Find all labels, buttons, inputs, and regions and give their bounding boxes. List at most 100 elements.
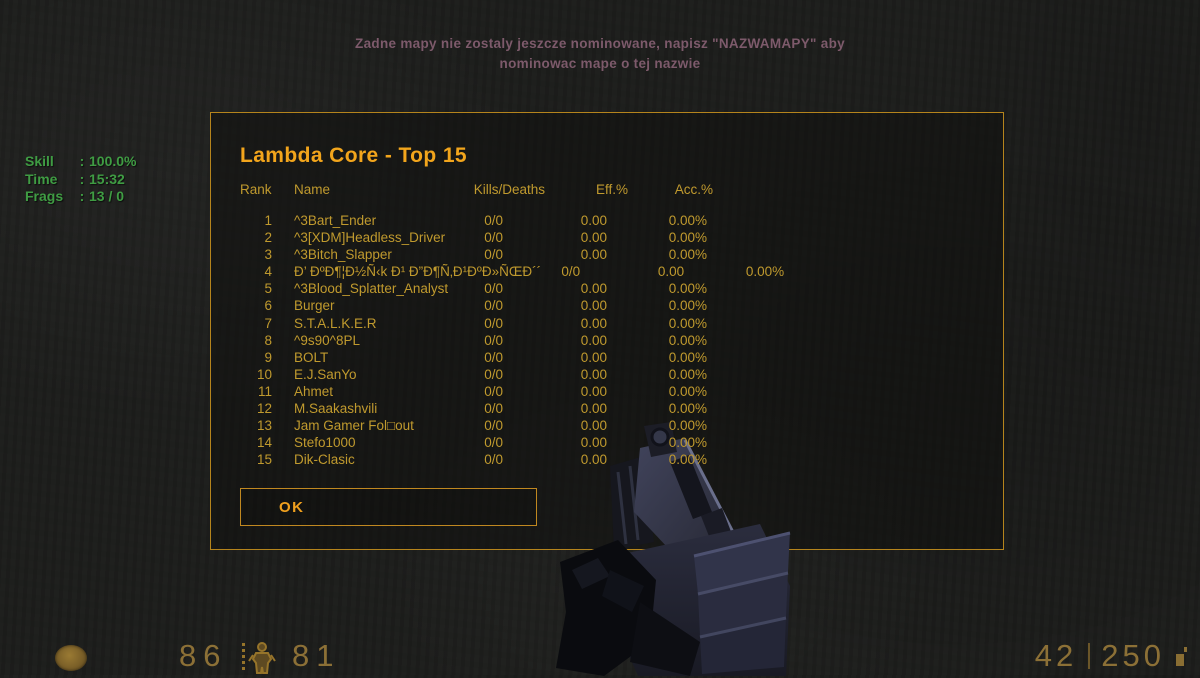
- cell-name: Dik-Clasic: [294, 452, 355, 468]
- cell-acc: 0.00%: [668, 213, 707, 228]
- cell-eff: 0.00: [580, 281, 607, 297]
- cell-rank: 4: [264, 264, 272, 280]
- cell-name: ^3Bitch_Slapper: [294, 247, 392, 263]
- cell-eff: 0.00: [580, 401, 607, 417]
- stats-readout: Skill : 100.0% Time : 15:32 Frags : 13 /…: [25, 153, 136, 206]
- glove-thumb: [630, 602, 700, 676]
- cell-eff: 0.00: [580, 349, 607, 365]
- cell-acc: 0.00%: [668, 349, 707, 365]
- cell-kd: 0/0: [484, 383, 503, 399]
- cell-kd: 0/0: [484, 213, 503, 228]
- cell-acc: 0.00%: [668, 418, 707, 434]
- cell-rank: 10: [256, 366, 272, 382]
- cell-acc: 0.00%: [668, 332, 707, 348]
- armor-suit-icon: [242, 642, 276, 674]
- cell-eff: 0.00: [657, 264, 685, 280]
- time-row: Time : 15:32: [25, 171, 136, 189]
- cell-name: M.Saakashvili: [294, 401, 378, 417]
- cell-eff: 0.00: [580, 418, 607, 434]
- server-message-line2: nominowac mape o tej nazwie: [499, 56, 701, 71]
- skill-value: 100.0%: [89, 153, 137, 169]
- column-acc: Acc.%: [674, 182, 713, 197]
- health-icon: [55, 645, 87, 671]
- table-row: 9 BOLT 0/0 0.00 0.00%: [210, 349, 1004, 366]
- cell-rank: 3: [264, 247, 272, 263]
- armor-value: 81: [292, 638, 341, 673]
- frags-row: Frags : 13 / 0: [25, 188, 136, 206]
- cell-acc: 0.00%: [668, 315, 707, 331]
- skill-row: Skill : 100.0%: [25, 153, 136, 171]
- cell-acc: 0.00%: [668, 452, 707, 468]
- cell-kd: 0/0: [484, 418, 503, 434]
- server-message-line1: Zadne mapy nie zostaly jeszcze nominowan…: [355, 36, 845, 51]
- dialog-title: Lambda Core - Top 15: [240, 144, 467, 167]
- cell-rank: 1: [264, 213, 272, 228]
- cell-name: Ð’ ÐºÐ¶¦Ð½Ñ‹k Ð¹ Ð”Ð¶Ñ‚Ð¹ÐºÐ»ÑŒÐ´´: [294, 264, 542, 280]
- cell-name: E.J.SanYo: [294, 366, 357, 382]
- cell-kd: 0/0: [484, 315, 503, 331]
- cell-kd: 0/0: [484, 332, 503, 348]
- cell-rank: 8: [264, 332, 272, 348]
- scoreboard-dialog-backdrop: [210, 112, 1004, 550]
- cell-name: ^3Bart_Ender: [294, 213, 377, 228]
- cell-name: Jam Gamer Fol□out: [294, 418, 414, 434]
- cell-name: Ahmet: [294, 383, 334, 399]
- cell-name: BOLT: [294, 349, 329, 365]
- cell-kd: 0/0: [484, 281, 503, 297]
- cell-acc: 0.00%: [668, 366, 707, 382]
- cell-acc: 0.00%: [668, 401, 707, 417]
- cell-acc: 0.00%: [668, 435, 707, 451]
- table-row: 12 M.Saakashvili 0/0 0.00 0.00%: [210, 400, 1004, 417]
- cell-rank: 12: [256, 401, 272, 417]
- cell-name: S.T.A.L.K.E.R: [294, 315, 377, 331]
- cell-eff: 0.00: [580, 298, 607, 314]
- ok-button[interactable]: OK: [240, 488, 537, 526]
- cell-kd: 0/0: [484, 401, 503, 417]
- time-value: 15:32: [89, 170, 125, 187]
- cell-acc: 0.00%: [668, 298, 707, 314]
- cell-kd: 0/0: [484, 230, 503, 246]
- cell-name: Burger: [294, 298, 335, 314]
- time-label: Time: [25, 170, 58, 187]
- frags-label: Frags: [25, 188, 64, 204]
- table-row: 11 Ahmet 0/0 0.00 0.00%: [210, 383, 1004, 400]
- cell-acc: 0.00%: [668, 281, 707, 297]
- cell-kd: 0/0: [484, 247, 503, 263]
- cell-kd: 0/0: [484, 435, 503, 451]
- cell-name: ^9s90^8PL: [294, 332, 360, 348]
- ammo-divider: [1088, 643, 1091, 669]
- cell-rank: 13: [256, 418, 272, 434]
- separator: :: [79, 170, 85, 187]
- table-row: 6 Burger 0/0 0.00 0.00%: [210, 297, 1004, 314]
- table-row: 7 S.T.A.L.K.E.R 0/0 0.00 0.00%: [210, 315, 1004, 332]
- frags-value: 13 / 0: [89, 188, 125, 204]
- server-message: Zadne mapy nie zostaly jeszcze nominowan…: [0, 34, 1200, 74]
- cell-rank: 14: [256, 435, 272, 451]
- column-rank: Rank: [240, 182, 272, 197]
- cell-kd: 0/0: [484, 366, 503, 382]
- cell-eff: 0.00: [580, 435, 607, 451]
- table-row: 13 Jam Gamer Fol□out 0/0 0.00 0.00%: [210, 417, 1004, 434]
- cell-rank: 2: [264, 230, 272, 246]
- ammo-counter: 42 250: [1035, 640, 1187, 672]
- column-eff: Eff.%: [595, 182, 628, 197]
- health-value: 86: [179, 638, 228, 673]
- table-row: 15 Dik-Clasic 0/0 0.00 0.00%: [210, 451, 1004, 468]
- cell-eff: 0.00: [580, 213, 607, 228]
- cell-rank: 9: [264, 349, 272, 365]
- cell-eff: 0.00: [580, 315, 607, 331]
- table-row: 1 ^3Bart_Ender 0/0 0.00 0.00%: [210, 212, 1004, 229]
- separator: :: [79, 188, 85, 204]
- cell-rank: 11: [257, 383, 272, 399]
- table-row: 5 ^3Blood_Splatter_Analyst 0/0 0.00 0.00%: [210, 280, 1004, 297]
- cell-rank: 7: [264, 315, 272, 331]
- cell-eff: 0.00: [580, 332, 607, 348]
- cell-kd: 0/0: [561, 264, 581, 280]
- scoreboard-dialog: Lambda Core - Top 15 Rank Name Kills/Dea…: [210, 112, 1004, 550]
- cell-kd: 0/0: [484, 349, 503, 365]
- column-kills-deaths: Kills/Deaths: [473, 182, 545, 197]
- cell-kd: 0/0: [484, 452, 503, 468]
- cell-acc: 0.00%: [668, 247, 707, 263]
- table-header: Rank Name Kills/Deaths Eff.% Acc.%: [210, 182, 1004, 198]
- cell-acc: 0.00%: [745, 264, 785, 280]
